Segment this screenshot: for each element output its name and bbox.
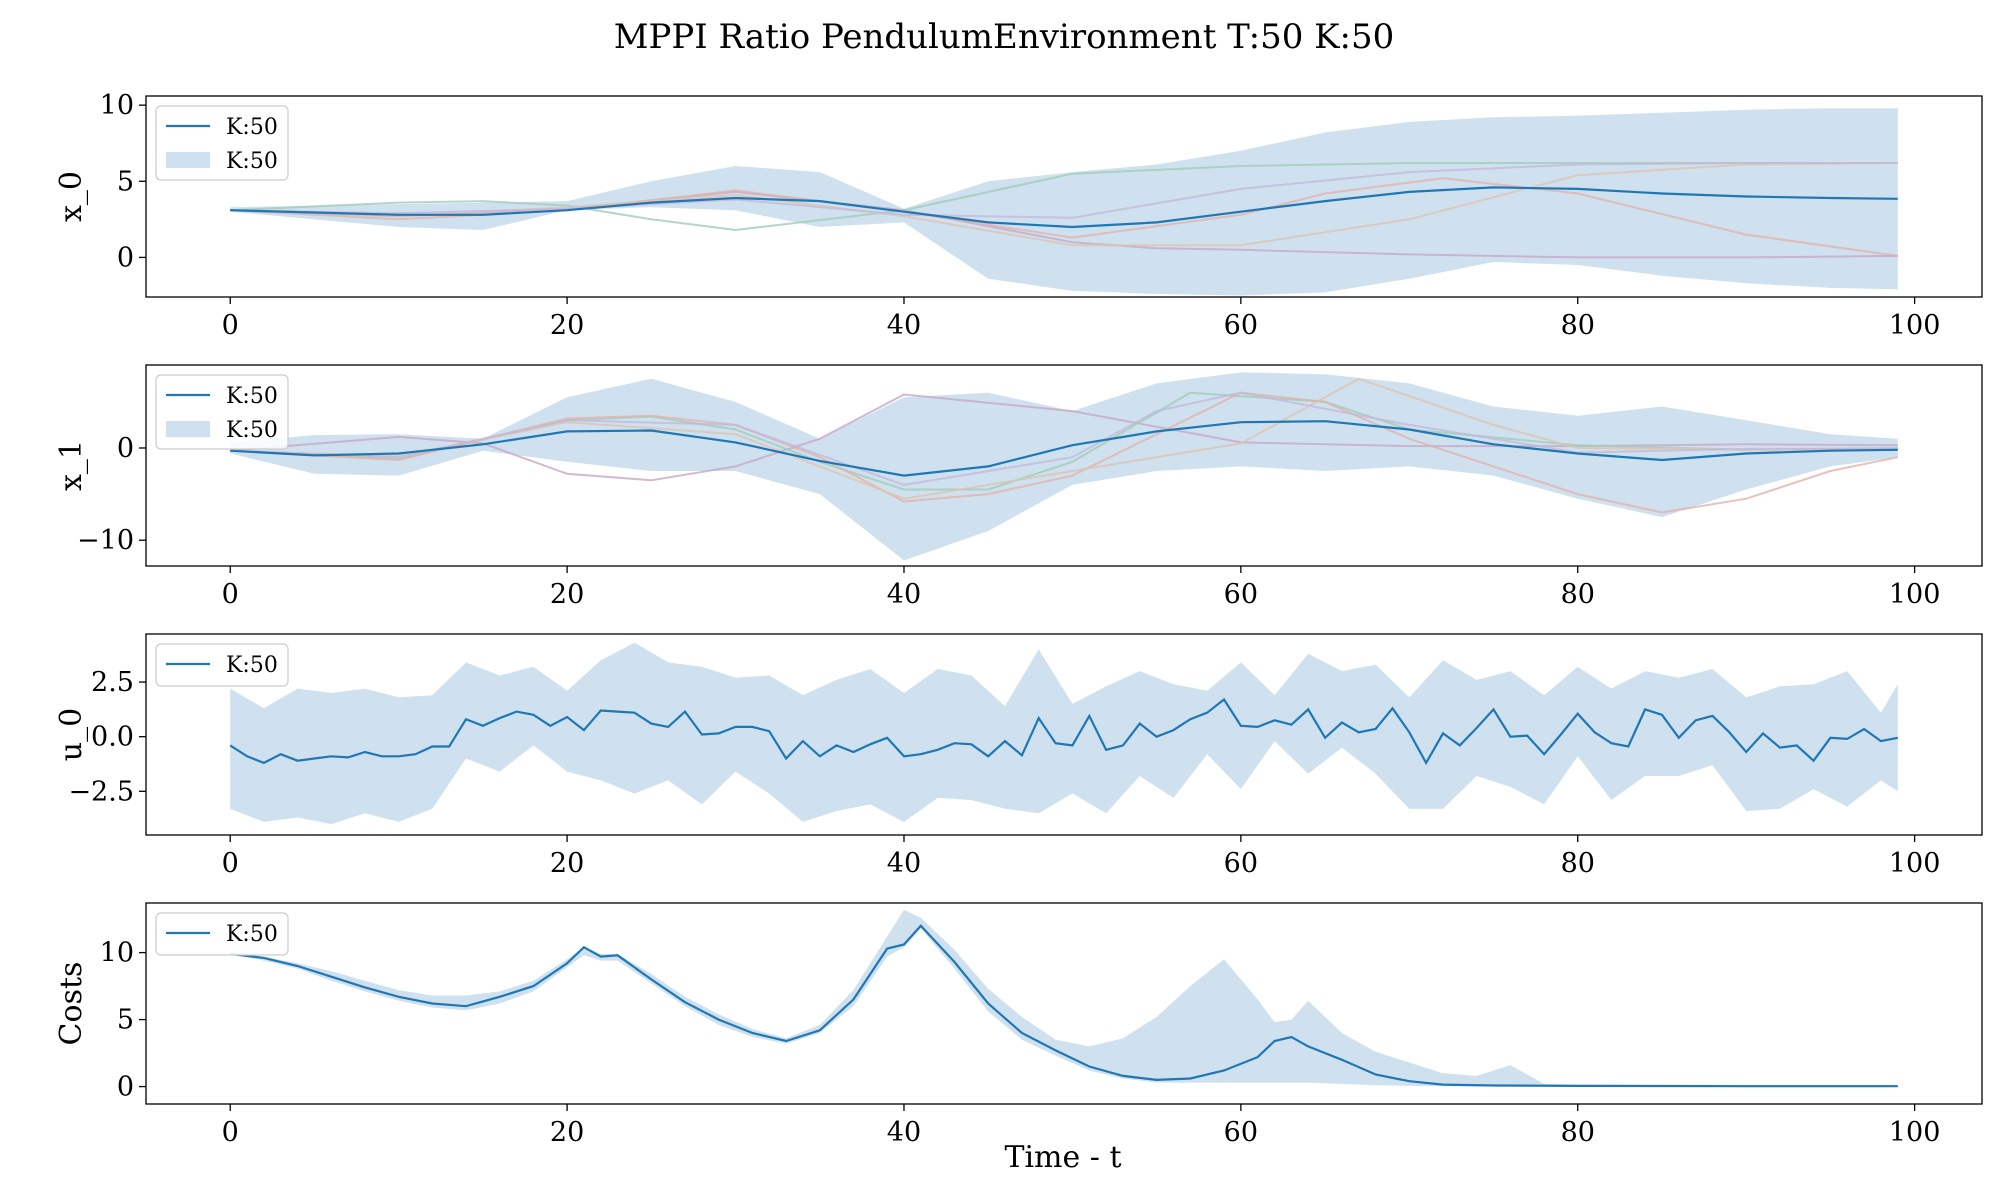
confidence-band [230, 372, 1898, 561]
x-tick-label: 0 [222, 1117, 239, 1148]
x-tick-label: 40 [887, 310, 921, 341]
x-tick-label: 60 [1224, 310, 1258, 341]
subplot-1: 0 20 40 60 80 100 0 −10 x_1 K:50 K:50 [54, 364, 1983, 610]
legend-label: K:50 [226, 384, 278, 409]
x-tick-label: 80 [1561, 579, 1595, 610]
y-tick-label: 0 [117, 1072, 134, 1103]
y-axis-label: x_0 [54, 171, 89, 222]
axes-frame [145, 633, 1983, 836]
sample-trajectory-2 [230, 391, 1899, 514]
y-axis-label: Costs [54, 962, 89, 1046]
x-tick-label: 0 [222, 310, 239, 341]
x-tick-label: 60 [1224, 579, 1258, 610]
mean-line [229, 697, 1899, 766]
legend: K:50 [155, 912, 289, 956]
legend-label: K:50 [226, 653, 278, 678]
x-tick-label: 80 [1561, 1117, 1595, 1148]
x-tick-label: 40 [887, 1117, 921, 1148]
axes-frame [145, 95, 1983, 298]
confidence-band [230, 909, 1898, 1087]
sample-trajectory-4 [230, 391, 1898, 486]
y-axis-label: x_1 [54, 440, 89, 491]
x-axis-label: Time - t [1004, 1140, 1121, 1175]
legend: K:50 K:50 [155, 374, 289, 450]
y-tick-label: 5 [117, 166, 134, 197]
x-tick-label: 0 [222, 579, 239, 610]
plot-area [230, 108, 1898, 296]
legend-label: K:50 [226, 149, 278, 174]
x-tick-label: 20 [550, 1117, 584, 1148]
subplot-2: 0 20 40 60 80 100 2.5 0.0 −2.5 u_0 K:50 [54, 633, 1983, 879]
sample-trajectory-1 [230, 162, 1898, 232]
axes-frame [145, 364, 1983, 567]
x-tick-label: 100 [1889, 848, 1941, 879]
legend-label: K:50 [226, 115, 278, 140]
x-tick-label: 80 [1561, 310, 1595, 341]
mean-line [230, 420, 1898, 477]
legend: K:50 K:50 [155, 105, 289, 181]
plot-area [230, 909, 1898, 1088]
y-tick-label: 10 [100, 938, 134, 969]
subplot-0: 0 20 40 60 80 100 0 5 10 x_0 K:50 K:50 [54, 90, 1983, 341]
x-tick-label: 40 [887, 579, 921, 610]
x-tick-label: 60 [1224, 848, 1258, 879]
x-tick-label: 0 [222, 848, 239, 879]
legend-band-swatch [166, 152, 210, 168]
mean-line [230, 186, 1898, 229]
y-tick-label: −10 [77, 525, 134, 556]
plot-area [229, 642, 1899, 825]
y-tick-label: 0 [117, 433, 134, 464]
sample-trajectory-4 [230, 162, 1898, 219]
legend-label: K:50 [226, 418, 278, 443]
sample-trajectory-0 [230, 393, 1898, 482]
x-tick-label: 20 [550, 579, 584, 610]
y-tick-label: 2.5 [91, 667, 134, 698]
x-tick-label: 100 [1889, 579, 1941, 610]
sample-trajectory-1 [230, 391, 1898, 491]
y-tick-label: 10 [100, 90, 134, 121]
sample-trajectory-3 [230, 377, 1898, 500]
x-tick-label: 80 [1561, 848, 1595, 879]
y-tick-label: 0.0 [91, 722, 134, 753]
x-tick-label: 40 [887, 848, 921, 879]
mean-line [230, 924, 1898, 1088]
confidence-band [230, 108, 1898, 296]
x-tick-label: 20 [550, 848, 584, 879]
legend-label: K:50 [226, 922, 278, 947]
axes-frame [145, 902, 1983, 1105]
x-tick-label: 100 [1889, 1117, 1941, 1148]
y-tick-label: 0 [117, 242, 134, 273]
y-axis-label: u_0 [54, 708, 89, 761]
y-tick-label: −2.5 [68, 776, 134, 807]
x-tick-label: 60 [1224, 1117, 1258, 1148]
confidence-band [230, 642, 1898, 825]
y-tick-label: 5 [117, 1005, 134, 1036]
figure-title: MPPI Ratio PendulumEnvironment T:50 K:50 [614, 17, 1395, 57]
x-tick-label: 100 [1889, 310, 1941, 341]
legend: K:50 [155, 643, 289, 687]
subplot-3: 0 20 40 60 80 100 0 5 10 Costs K:50 [54, 902, 1983, 1148]
plot-area [230, 372, 1899, 561]
x-tick-label: 20 [550, 310, 584, 341]
legend-band-swatch [166, 421, 210, 437]
